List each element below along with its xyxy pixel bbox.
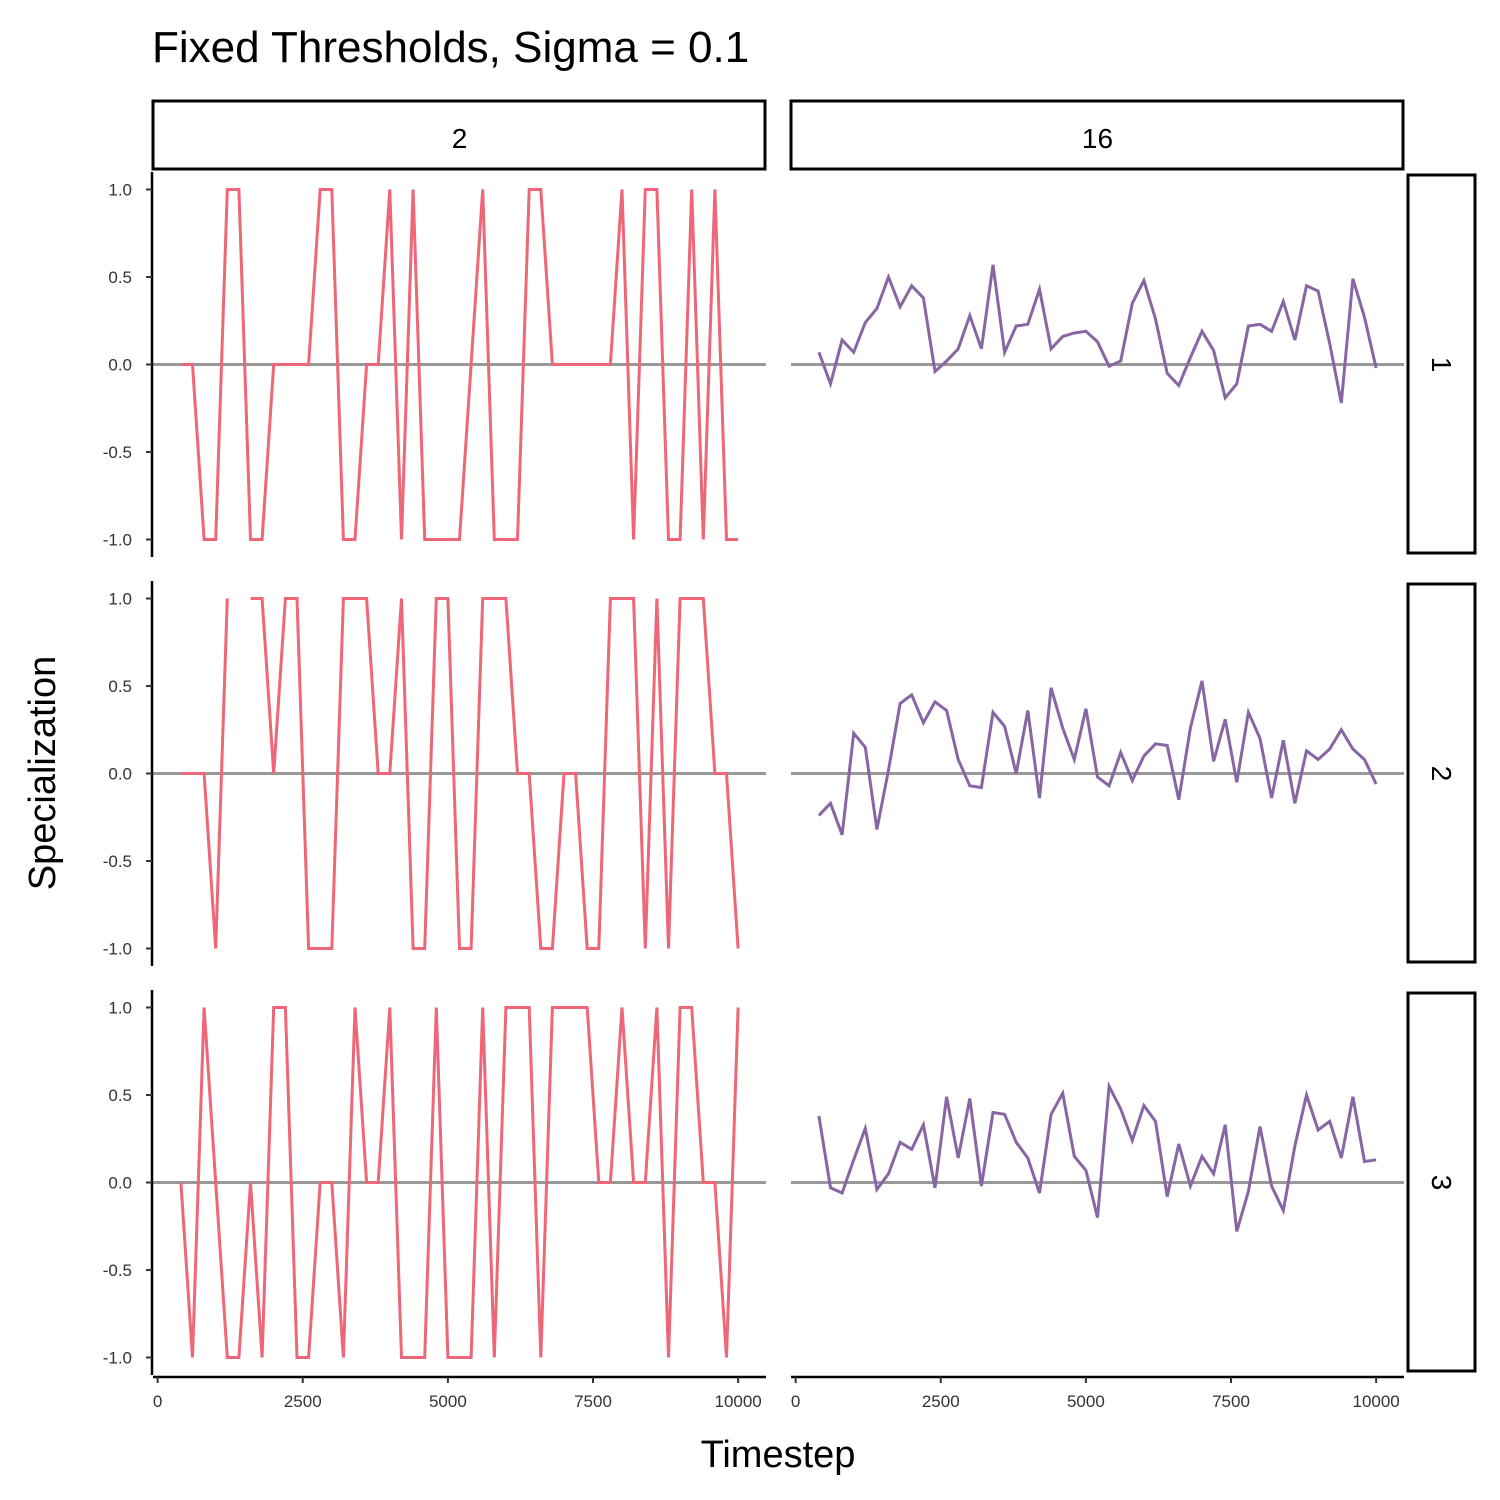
x-tick-label: 10000 (714, 1392, 761, 1411)
x-tick-label: 7500 (1212, 1392, 1250, 1411)
y-tick-label: 1.0 (108, 999, 132, 1018)
column-strip-label: 16 (1082, 123, 1113, 154)
y-tick-label: 1.0 (108, 590, 132, 609)
x-tick-label: 0 (791, 1392, 800, 1411)
data-line (180, 188, 739, 541)
data-line (817, 680, 1378, 836)
data-line (179, 1006, 740, 1359)
y-tick-label: 0.5 (108, 268, 132, 287)
x-tick-label: 5000 (429, 1392, 467, 1411)
y-tick-label: 0.5 (108, 1086, 132, 1105)
y-tick-label: -0.5 (103, 443, 132, 462)
y-tick-label: 0.0 (108, 1174, 132, 1193)
column-strip-label: 2 (452, 123, 468, 154)
y-tick-label: -1.0 (103, 531, 132, 550)
data-line (180, 597, 740, 950)
y-tick-label: 0.5 (108, 677, 132, 696)
x-axis-label: Timestep (701, 1434, 856, 1476)
y-axis-label: Specialization (22, 656, 64, 890)
row-strip (1406, 173, 1477, 555)
y-tick-label: 0.0 (108, 356, 132, 375)
y-tick-label: 1.0 (108, 181, 132, 200)
x-tick-label: 2500 (922, 1392, 960, 1411)
x-tick-label: 10000 (1352, 1392, 1399, 1411)
y-tick-label: -0.5 (103, 852, 132, 871)
x-tick-label: 5000 (1067, 1392, 1105, 1411)
row-strip-label: 3 (1426, 1175, 1457, 1191)
x-tick-label: 7500 (574, 1392, 612, 1411)
chart-title: Fixed Thresholds, Sigma = 0.1 (152, 23, 749, 72)
y-tick-label: 0.0 (108, 765, 132, 784)
column-strip (151, 99, 767, 171)
column-strip (789, 99, 1405, 171)
x-tick-label: 0 (153, 1392, 162, 1411)
row-strip-label: 1 (1426, 357, 1457, 373)
data-line (817, 1080, 1377, 1232)
y-tick-label: -1.0 (103, 940, 132, 959)
y-tick-label: -0.5 (103, 1261, 132, 1280)
data-line (817, 264, 1378, 404)
row-strip (1406, 582, 1477, 964)
row-strip (1406, 991, 1477, 1373)
x-tick-label: 2500 (284, 1392, 322, 1411)
row-strip-label: 2 (1426, 766, 1457, 782)
y-tick-label: -1.0 (103, 1349, 132, 1368)
